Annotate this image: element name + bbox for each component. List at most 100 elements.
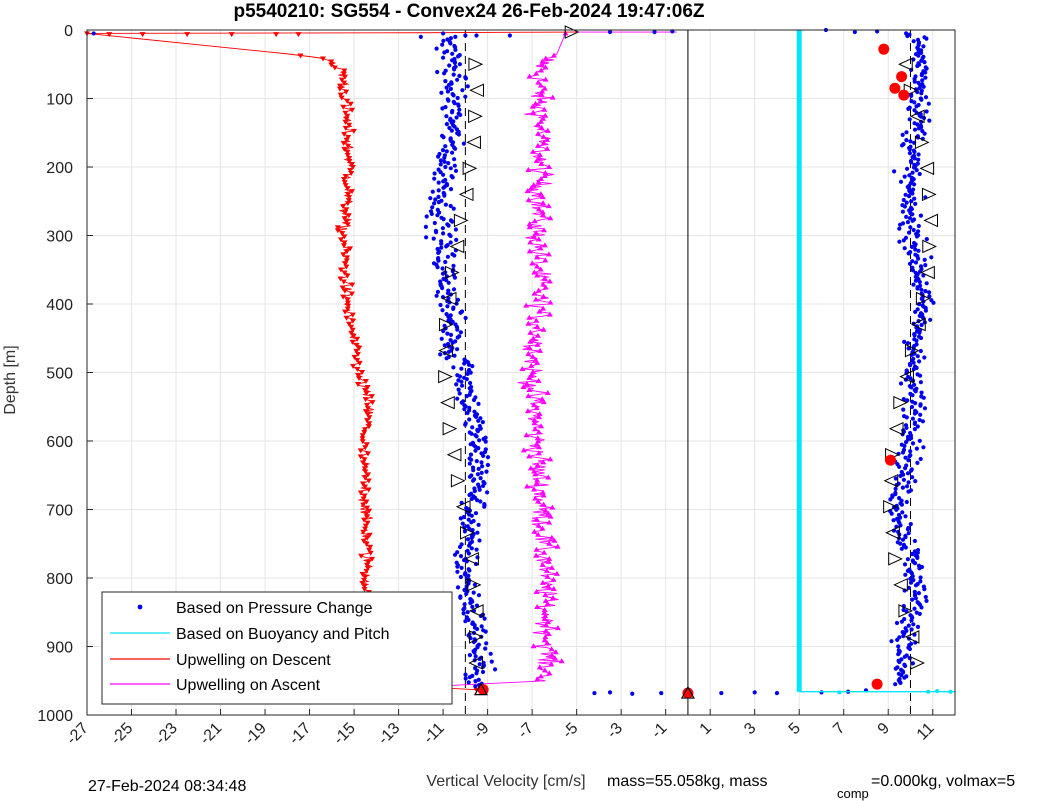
data-point xyxy=(905,557,911,562)
data-point xyxy=(449,110,455,115)
triangle-marker xyxy=(539,579,546,585)
triangle-marker xyxy=(536,664,543,670)
triangle-marker xyxy=(545,558,552,564)
data-point xyxy=(911,367,916,372)
triangle-marker xyxy=(344,297,351,303)
triangle-marker xyxy=(525,393,532,399)
data-point xyxy=(910,393,915,398)
triangle-marker xyxy=(337,276,344,282)
data-point xyxy=(904,484,910,489)
triangle-marker xyxy=(341,80,348,86)
triangle-marker xyxy=(544,145,551,151)
x-tick-label: 5 xyxy=(786,720,804,738)
data-point xyxy=(424,235,429,240)
triangle-marker xyxy=(361,430,368,436)
triangle-marker xyxy=(365,478,372,484)
data-point xyxy=(902,562,908,567)
data-point xyxy=(471,397,477,403)
open-triangle xyxy=(442,421,458,436)
triangle-marker xyxy=(340,279,347,285)
data-point xyxy=(917,611,922,617)
data-point xyxy=(465,371,470,376)
data-point xyxy=(907,261,913,266)
triangle-marker xyxy=(535,206,542,212)
data-point xyxy=(458,310,463,315)
data-point xyxy=(911,39,916,44)
triangle-marker xyxy=(541,610,548,616)
triangle-marker xyxy=(354,357,361,363)
data-point xyxy=(469,496,474,501)
data-point xyxy=(471,468,476,473)
data-point xyxy=(439,245,444,250)
data-point xyxy=(439,336,444,341)
data-point xyxy=(922,131,927,136)
triangle-marker xyxy=(540,133,547,139)
data-point xyxy=(898,381,904,386)
data-point xyxy=(912,196,917,201)
data-point xyxy=(915,555,920,561)
triangle-marker xyxy=(523,302,530,308)
triangle-marker xyxy=(539,489,546,495)
data-point xyxy=(473,448,478,453)
data-point xyxy=(910,212,915,217)
data-point xyxy=(905,220,911,225)
y-axis-ticks: 0 100 200 300 400 500 600 700 800 900 1000 xyxy=(37,23,93,725)
triangle-marker xyxy=(340,294,347,300)
data-point xyxy=(458,554,464,559)
triangle-marker xyxy=(340,140,347,146)
data-point xyxy=(440,271,446,276)
data-point xyxy=(929,255,934,260)
open-triangle xyxy=(438,369,453,384)
triangle-marker xyxy=(529,148,536,154)
data-point xyxy=(457,107,462,112)
highlight-marker xyxy=(884,454,896,466)
data-point xyxy=(464,591,469,597)
data-point xyxy=(918,335,924,341)
triangle-marker xyxy=(345,192,352,198)
triangle-marker xyxy=(533,230,540,236)
open-triangle xyxy=(883,473,899,488)
triangle-marker xyxy=(519,365,526,371)
data-point xyxy=(896,644,901,649)
data-point xyxy=(907,117,912,122)
triangle-marker xyxy=(354,372,361,378)
triangle-marker xyxy=(537,97,544,103)
data-point xyxy=(948,689,953,694)
data-point xyxy=(468,380,473,386)
data-point xyxy=(441,55,446,60)
data-point xyxy=(924,598,929,604)
data-point xyxy=(477,662,482,667)
legend-label-descent: Upwelling on Descent xyxy=(176,652,331,669)
data-point xyxy=(894,507,899,512)
triangle-marker xyxy=(538,67,545,73)
data-point xyxy=(456,387,461,392)
data-point xyxy=(468,452,474,457)
data-point xyxy=(912,421,917,426)
triangle-marker xyxy=(346,321,353,327)
data-point xyxy=(424,214,429,219)
data-point xyxy=(442,159,447,164)
triangle-marker xyxy=(297,53,304,59)
triangle-marker xyxy=(353,342,360,348)
data-point xyxy=(448,36,453,41)
triangle-marker xyxy=(344,152,351,158)
triangle-marker xyxy=(364,520,371,526)
triangle-marker xyxy=(558,658,565,664)
data-point xyxy=(456,132,461,137)
data-point xyxy=(493,667,498,672)
triangle-marker xyxy=(354,351,361,357)
data-point xyxy=(630,691,635,696)
y-tick-label: 300 xyxy=(46,229,73,246)
triangle-marker xyxy=(532,100,539,106)
data-point xyxy=(444,114,449,119)
data-point xyxy=(902,204,908,209)
data-point xyxy=(446,161,451,166)
triangle-marker xyxy=(533,70,540,76)
data-point xyxy=(904,200,909,205)
triangle-marker xyxy=(344,306,351,312)
data-point xyxy=(924,281,929,286)
triangle-marker xyxy=(543,136,550,142)
data-point xyxy=(919,58,924,63)
data-point xyxy=(910,597,915,602)
open-triangle xyxy=(438,343,453,358)
